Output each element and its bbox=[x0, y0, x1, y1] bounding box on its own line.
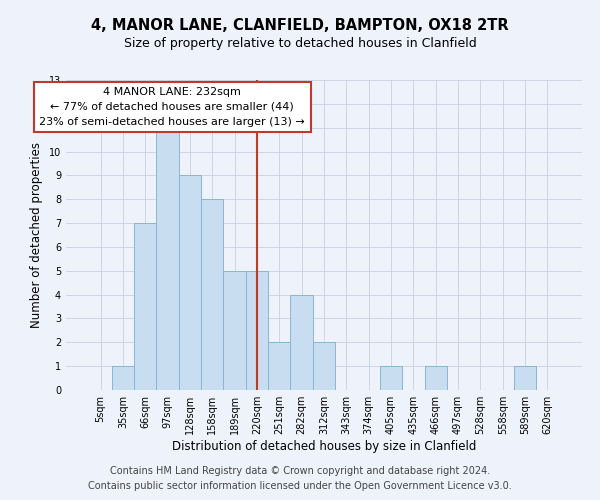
Text: Size of property relative to detached houses in Clanfield: Size of property relative to detached ho… bbox=[124, 38, 476, 51]
Bar bbox=[313, 342, 335, 390]
Bar bbox=[179, 176, 201, 390]
Bar bbox=[201, 199, 223, 390]
Bar bbox=[223, 271, 246, 390]
Bar bbox=[514, 366, 536, 390]
Bar bbox=[268, 342, 290, 390]
Text: Contains HM Land Registry data © Crown copyright and database right 2024.: Contains HM Land Registry data © Crown c… bbox=[110, 466, 490, 476]
Bar bbox=[290, 294, 313, 390]
Y-axis label: Number of detached properties: Number of detached properties bbox=[30, 142, 43, 328]
Text: 4 MANOR LANE: 232sqm
← 77% of detached houses are smaller (44)
23% of semi-detac: 4 MANOR LANE: 232sqm ← 77% of detached h… bbox=[39, 87, 305, 127]
Bar bbox=[112, 366, 134, 390]
Text: 4, MANOR LANE, CLANFIELD, BAMPTON, OX18 2TR: 4, MANOR LANE, CLANFIELD, BAMPTON, OX18 … bbox=[91, 18, 509, 32]
Bar bbox=[425, 366, 447, 390]
Bar bbox=[157, 128, 179, 390]
Bar bbox=[246, 271, 268, 390]
X-axis label: Distribution of detached houses by size in Clanfield: Distribution of detached houses by size … bbox=[172, 440, 476, 453]
Bar bbox=[134, 223, 157, 390]
Bar bbox=[380, 366, 402, 390]
Text: Contains public sector information licensed under the Open Government Licence v3: Contains public sector information licen… bbox=[88, 481, 512, 491]
